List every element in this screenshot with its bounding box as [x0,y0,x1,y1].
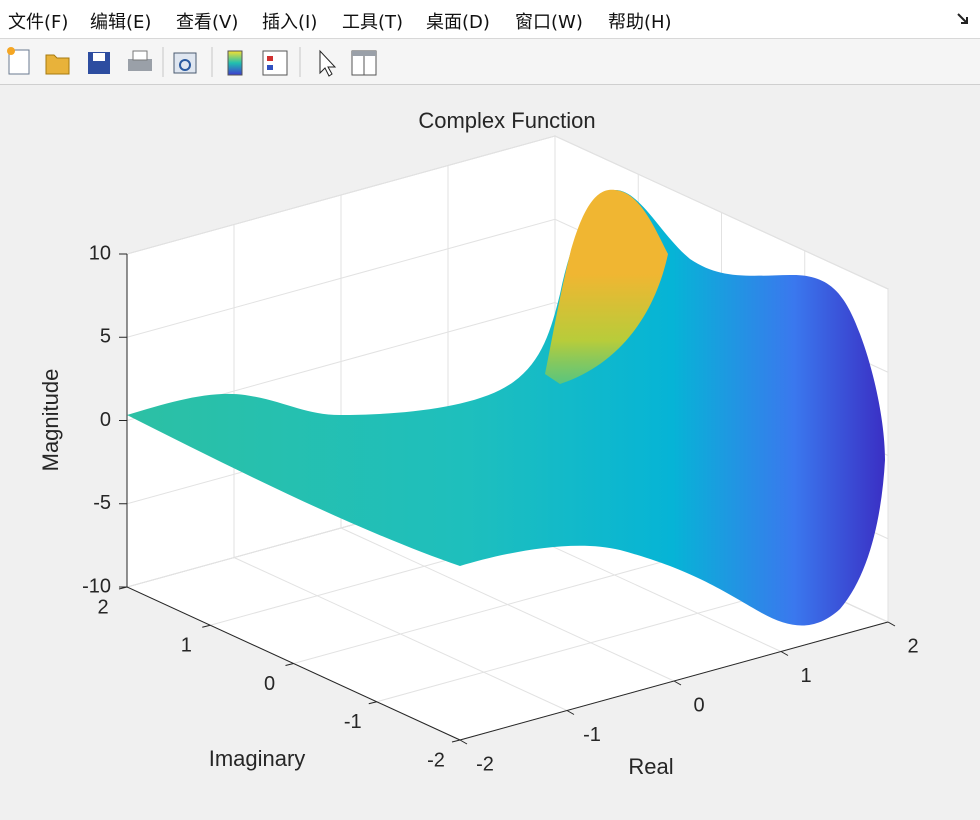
z-tick-label: -5 [93,492,111,514]
x-tick-mark [459,739,468,745]
x-tick-label: -1 [583,724,601,746]
z-tick-label: -10 [82,575,111,597]
y-tick-label: 1 [181,635,192,657]
new-button[interactable] [7,47,30,75]
menu-item[interactable]: 窗口(W) [515,12,583,33]
x-tick-label: -2 [476,753,494,775]
x-axis-label: Real [628,754,673,779]
menu-item[interactable]: 查看(V) [176,12,239,33]
z-tick-label: 0 [100,409,111,431]
link-button[interactable] [173,52,197,74]
x-tick-mark [887,621,896,627]
dock-button[interactable] [956,12,970,26]
y-axis-label: Imaginary [209,746,306,771]
y-tick-mark [451,739,461,743]
y-tick-mark [368,701,377,705]
legend-button[interactable] [262,50,288,76]
menu-bar: 文件(F) 编辑(E) 查看(V) 插入(I) 工具(T) 桌面(D) 窗口(W… [0,0,980,38]
z-tick-label: 10 [89,242,111,264]
toolbar [0,38,980,85]
toolbar-icons [7,47,377,77]
surface-body [127,190,885,626]
grid-line [340,195,675,682]
chart-title: Complex Function [418,108,595,133]
surface [127,189,885,626]
z-axis-label: Magnitude [38,369,63,472]
y-tick-mark [118,586,128,590]
menu-item[interactable]: 文件(F) [8,12,69,33]
y-tick-label: 2 [97,596,108,618]
menu-item[interactable]: 桌面(D) [426,12,490,33]
surface-peak [545,189,668,384]
grid-line [233,224,568,711]
menu-item[interactable]: 工具(T) [342,12,404,33]
select-button[interactable] [319,49,337,77]
y-tick-mark [202,624,211,628]
open-button[interactable] [45,54,70,75]
x-tick-mark [780,651,789,656]
y-tick-label: -1 [344,711,362,733]
y-tick-label: -2 [427,749,445,771]
property-button[interactable] [351,50,377,76]
chart: Complex Function -10-50510-2-1012-2-1012… [38,108,919,779]
menu-item[interactable]: 插入(I) [262,12,318,33]
x-tick-label: 2 [907,635,918,657]
x-tick-label: 0 [693,694,704,716]
x-tick-mark [566,710,575,715]
y-tick-mark [285,663,294,666]
x-tick-label: 1 [800,665,811,687]
z-tick-label: 5 [100,326,111,348]
save-button[interactable] [88,52,110,74]
x-tick-mark [673,680,682,686]
menu-item[interactable]: 编辑(E) [90,12,152,33]
menu-item[interactable]: 帮助(H) [608,12,672,33]
colorbar-button[interactable] [227,50,243,76]
y-tick-label: 0 [264,673,275,695]
print-button[interactable] [128,50,152,71]
